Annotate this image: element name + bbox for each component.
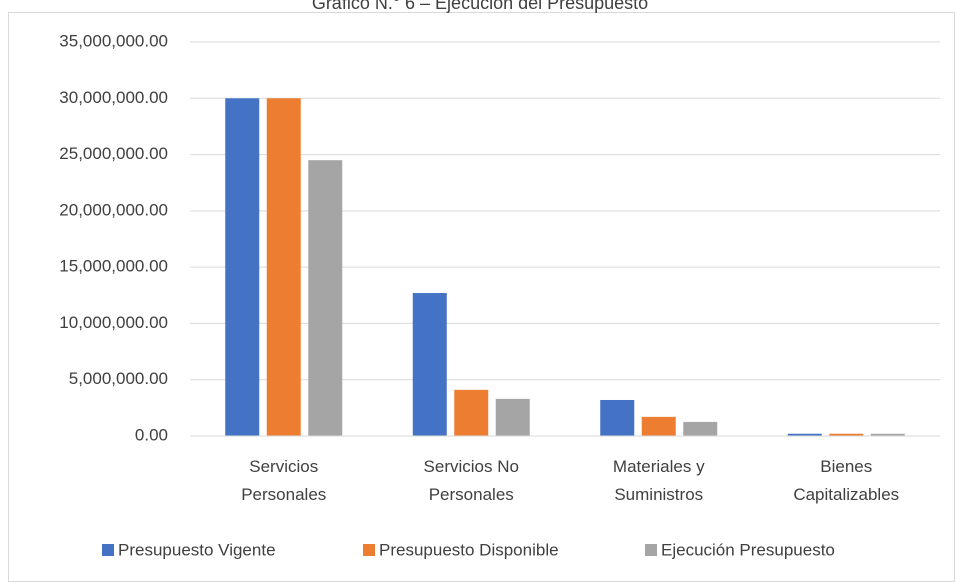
bar <box>495 398 530 436</box>
bar <box>683 421 718 436</box>
y-tick-label: 5,000,000.00 <box>69 369 168 388</box>
x-tick-label: Servicios No Personales <box>424 457 519 504</box>
y-tick-label: 20,000,000.00 <box>59 200 168 219</box>
legend-swatch <box>363 544 375 556</box>
bar <box>829 433 864 436</box>
bar <box>870 433 905 436</box>
bar <box>600 399 635 436</box>
y-tick-label: 35,000,000.00 <box>59 31 168 50</box>
bar <box>641 416 676 436</box>
bar <box>454 389 489 436</box>
y-tick-label: 10,000,000.00 <box>59 313 168 332</box>
x-tick-label-line: Personales <box>429 485 514 504</box>
chart-border <box>8 12 955 582</box>
legend-swatch <box>102 544 114 556</box>
legend-swatch <box>645 544 657 556</box>
bar <box>412 293 447 436</box>
legend-label: Ejecución Presupuesto <box>661 540 835 559</box>
x-tick-label-line: Servicios No <box>424 457 519 476</box>
legend-label: Presupuesto Disponible <box>379 540 559 559</box>
bar <box>266 98 301 437</box>
chart-title: Gráfico N.° 6 – Ejecución del Presupuest… <box>312 0 648 13</box>
legend-label: Presupuesto Vigente <box>118 540 276 559</box>
x-tick-label-line: Bienes <box>820 457 872 476</box>
y-tick-label: 0.00 <box>135 425 168 444</box>
x-tick-label: Materiales y Suministros <box>613 457 705 504</box>
x-tick-label-line: Personales <box>241 485 326 504</box>
y-tick-label: 30,000,000.00 <box>59 88 168 107</box>
x-tick-label-line: Servicios <box>249 457 318 476</box>
y-tick-label: 25,000,000.00 <box>59 144 168 163</box>
bar <box>308 160 343 436</box>
x-tick-label: Bienes Capitalizables <box>793 457 899 504</box>
bar <box>787 433 822 436</box>
x-tick-label-line: Capitalizables <box>793 485 899 504</box>
x-tick-label-line: Materiales y <box>613 457 705 476</box>
x-tick-label: Servicios Personales <box>241 457 326 504</box>
y-tick-label: 15,000,000.00 <box>59 257 168 276</box>
x-tick-label-line: Suministros <box>614 485 703 504</box>
bar <box>225 98 260 437</box>
